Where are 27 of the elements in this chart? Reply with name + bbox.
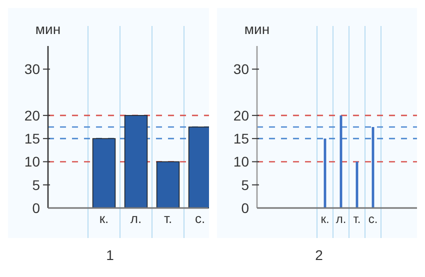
- bar: [124, 115, 148, 208]
- y-tick-label: 10: [24, 154, 40, 170]
- y-tick-label: 10: [232, 154, 249, 170]
- y-axis-title: мин: [35, 21, 61, 37]
- y-axis-title: мин: [244, 21, 270, 37]
- x-tick-label: т.: [352, 212, 360, 226]
- x-tick-label: к.: [320, 212, 329, 226]
- y-tick-label: 5: [32, 176, 40, 193]
- x-axis-title: 1: [106, 247, 114, 263]
- y-tick-label: 20: [24, 107, 40, 124]
- x-tick-label: т.: [164, 211, 172, 226]
- x-tick-label: к.: [99, 211, 109, 226]
- y-tick-label: 0: [240, 200, 249, 216]
- x-axis-title: 2: [314, 247, 323, 263]
- y-tick-label: 20: [232, 107, 249, 124]
- x-tick-label: л.: [130, 211, 142, 226]
- bar: [92, 138, 116, 208]
- y-tick-label: 5: [240, 176, 249, 193]
- y-tick-label: 0: [32, 200, 40, 216]
- x-tick-label: с.: [368, 212, 378, 226]
- y-tick-label: 15: [232, 130, 249, 147]
- y-tick-label: 30: [232, 61, 249, 78]
- y-tick-label: 30: [24, 61, 40, 78]
- x-tick-label: с.: [194, 211, 206, 226]
- bar: [156, 161, 180, 208]
- x-tick-label: л.: [335, 212, 346, 226]
- y-tick-label: 15: [24, 130, 40, 147]
